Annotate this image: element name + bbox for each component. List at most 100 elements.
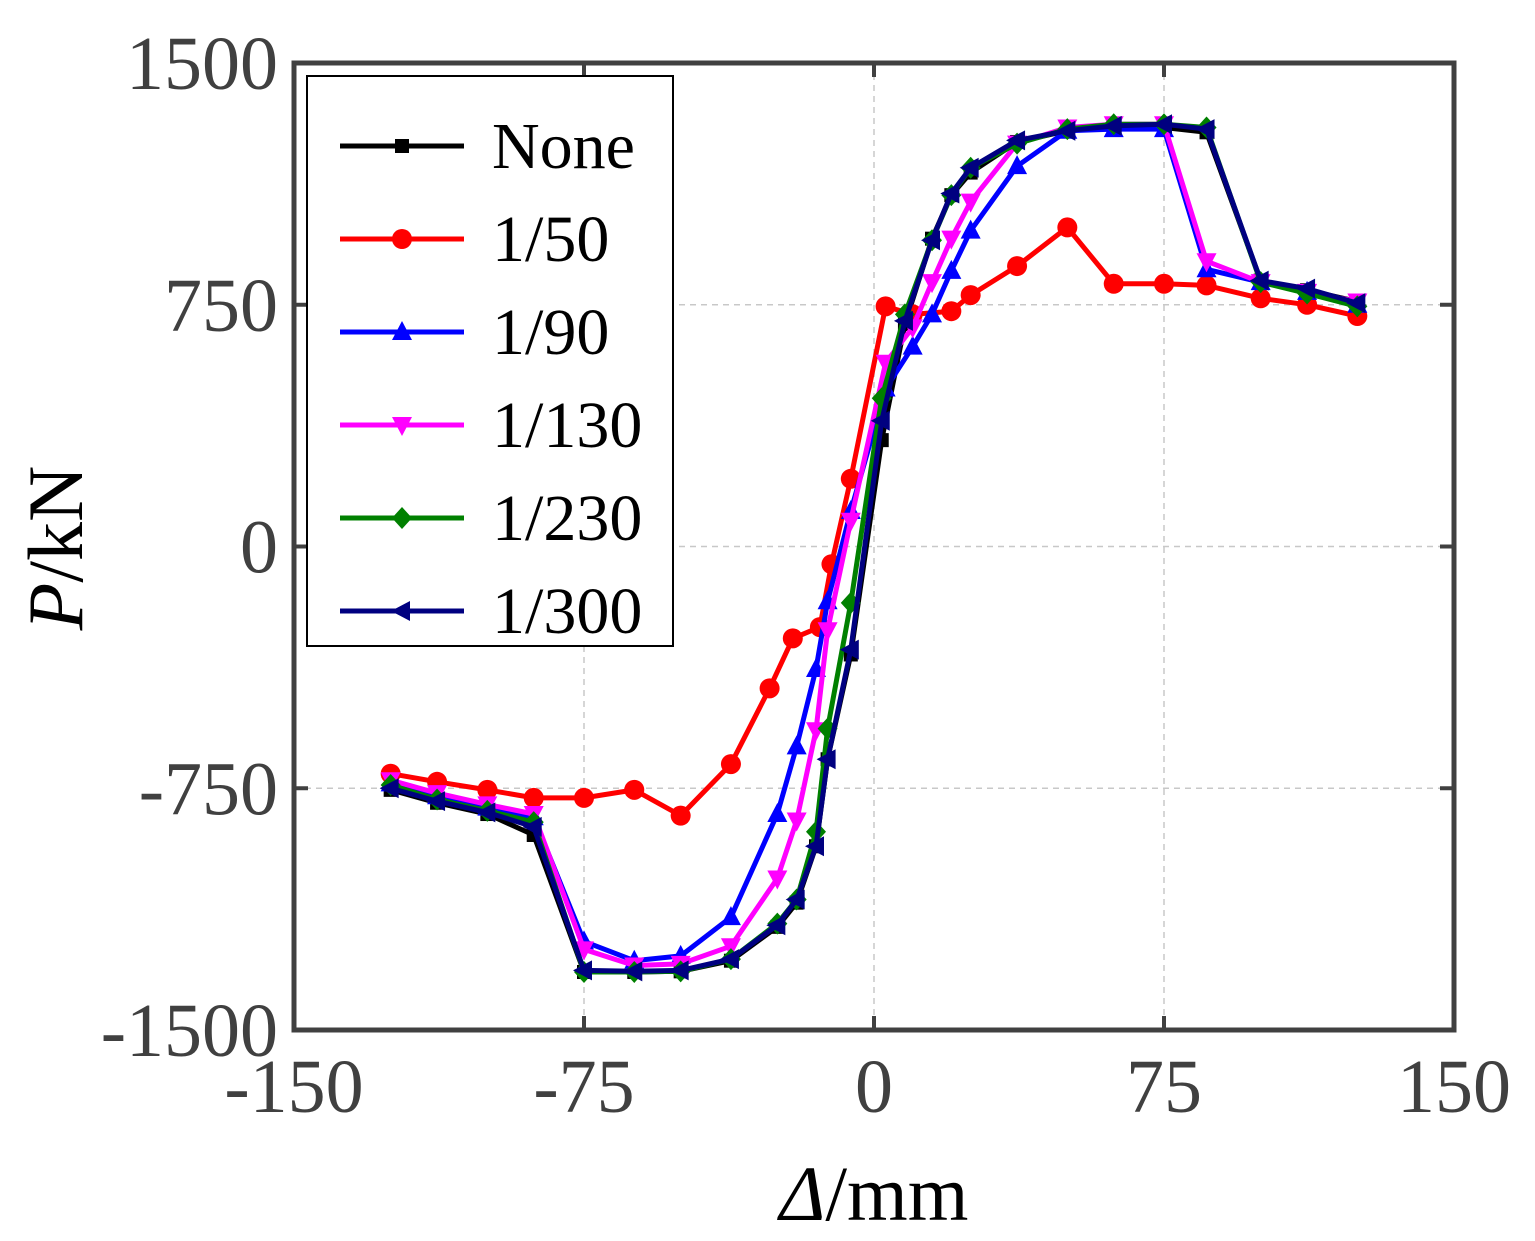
- legend-label: 1/230: [492, 482, 642, 555]
- data-point: [941, 230, 962, 250]
- data-point: [940, 183, 960, 204]
- y-tick-label: -750: [139, 747, 278, 831]
- legend-marker: [392, 417, 412, 436]
- data-point: [840, 512, 861, 532]
- y-tick-label: 0: [240, 506, 278, 590]
- legend-entry: 1/90: [340, 296, 609, 369]
- data-point: [1195, 119, 1215, 140]
- legend-entry: None: [340, 110, 635, 183]
- data-point: [959, 157, 979, 178]
- data-point: [786, 735, 807, 755]
- legend-label: None: [492, 110, 635, 183]
- data-point: [720, 754, 741, 775]
- data-point: [1249, 270, 1269, 291]
- legend-marker: [391, 601, 410, 621]
- data-point: [922, 274, 942, 294]
- data-point: [870, 410, 890, 431]
- x-tick-label: 0: [855, 1045, 893, 1129]
- legend: None 1/50 1/90 1/130 1/230 1/300: [306, 75, 674, 648]
- x-axis-label-unit: /mm: [825, 1150, 968, 1237]
- data-point: [1154, 273, 1174, 294]
- data-point: [523, 787, 544, 808]
- legend-entry: 1/300: [340, 575, 642, 648]
- data-point: [941, 259, 962, 279]
- data-point: [1056, 120, 1076, 141]
- data-point: [839, 639, 859, 660]
- data-point: [574, 941, 594, 961]
- y-axis-label-symbol: P: [12, 583, 99, 632]
- data-point: [1007, 155, 1028, 175]
- data-point: [1103, 273, 1124, 294]
- data-point: [720, 906, 741, 926]
- data-point: [941, 301, 962, 322]
- data-point: [1153, 114, 1172, 135]
- series-layer: [379, 113, 1368, 983]
- legend-label: 1/50: [492, 203, 609, 276]
- data-point: [670, 805, 691, 826]
- data-point: [1196, 275, 1217, 296]
- data-point: [477, 779, 498, 800]
- data-point: [786, 812, 807, 832]
- legend-label: 1/90: [492, 296, 609, 369]
- data-point: [426, 791, 446, 812]
- x-tick-label: 75: [1126, 1045, 1202, 1129]
- data-point: [782, 628, 803, 649]
- legend-marker: [392, 229, 412, 249]
- data-point: [805, 836, 824, 857]
- data-point: [960, 219, 981, 239]
- data-point: [1250, 288, 1271, 309]
- grid-lines: [294, 63, 1454, 1030]
- data-point: [766, 915, 786, 936]
- x-axis-label-symbol: Δ: [777, 1150, 826, 1237]
- y-tick-label: 1500: [126, 22, 278, 106]
- data-point: [1057, 217, 1078, 238]
- data-point: [893, 310, 913, 331]
- data-point: [875, 296, 896, 317]
- data-point: [1346, 293, 1366, 314]
- legend-entry: 1/50: [340, 203, 609, 276]
- data-point: [767, 870, 788, 890]
- data-point: [720, 938, 741, 958]
- data-point: [960, 285, 981, 306]
- data-point: [960, 193, 981, 213]
- legend-entry: 1/130: [340, 389, 642, 462]
- data-point: [1006, 130, 1026, 151]
- data-point: [476, 802, 496, 823]
- x-tick-label: -75: [533, 1045, 634, 1129]
- x-tick-label: -150: [224, 1045, 363, 1129]
- legend-label: 1/130: [492, 389, 642, 462]
- legend-marker: [392, 507, 412, 529]
- legend-box: [306, 75, 674, 647]
- data-point: [719, 949, 739, 970]
- data-point: [624, 779, 645, 800]
- data-point: [1007, 256, 1028, 277]
- data-point: [1102, 115, 1122, 136]
- x-axis-label: Δ/mm: [777, 1150, 969, 1237]
- data-point: [573, 960, 592, 981]
- data-point: [921, 230, 940, 251]
- data-point: [1196, 253, 1217, 273]
- data-point: [785, 889, 805, 910]
- axis-ticks: [292, 61, 1456, 1032]
- y-tick-label: -1500: [101, 989, 278, 1073]
- data-point: [922, 303, 942, 323]
- y-tick-label: 750: [164, 264, 278, 348]
- y-axis-label: P/kN: [12, 466, 99, 632]
- y-axis-label-unit: /kN: [12, 466, 99, 583]
- data-point: [522, 816, 542, 837]
- legend-marker: [395, 139, 409, 153]
- x-tick-label: 150: [1397, 1045, 1511, 1129]
- legend-label: 1/300: [492, 575, 642, 648]
- legend-entry: 1/230: [340, 482, 642, 555]
- data-point: [817, 622, 838, 642]
- data-point: [1296, 278, 1316, 299]
- data-point: [816, 749, 836, 770]
- data-point: [574, 787, 594, 808]
- legend-marker: [392, 321, 412, 340]
- data-point: [379, 778, 399, 799]
- series-6: [379, 114, 1366, 982]
- data-point: [623, 961, 643, 982]
- data-point: [759, 678, 780, 699]
